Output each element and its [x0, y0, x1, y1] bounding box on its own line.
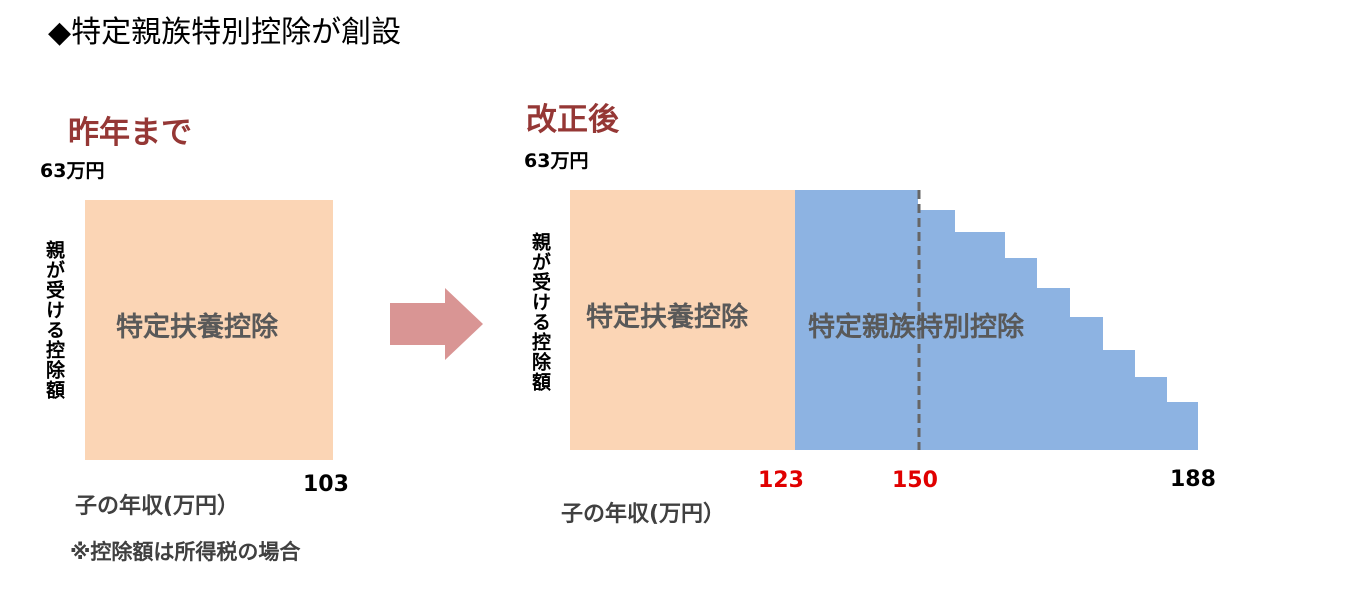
left-heading: 昨年まで: [68, 115, 192, 151]
x-axis-label: 子の年収(万円）: [561, 502, 726, 527]
x-end-label: 188: [1170, 467, 1216, 492]
box-label: 特定扶養控除: [586, 302, 748, 333]
left-deduction-box: [85, 200, 333, 460]
y-axis-label: 親が受ける控除額: [529, 232, 551, 392]
right-heading: 改正後: [526, 102, 619, 138]
box-label: 特定親族特別控除: [808, 312, 1024, 343]
x-end-label: 103: [303, 472, 349, 497]
y-max-label: 63万円: [40, 160, 105, 182]
special-relative-steps: [795, 190, 1198, 450]
right-deduction-box: [570, 190, 795, 450]
note: ※控除額は所得税の場合: [70, 540, 301, 564]
box-label: 特定扶養控除: [116, 312, 278, 343]
arrow: [390, 288, 483, 360]
y-axis-label: 親が受ける控除額: [43, 240, 65, 400]
x-axis-label: 子の年収(万円）: [75, 494, 240, 519]
title: ◆特定親族特別控除が創設: [48, 15, 402, 50]
x-threshold-label: 150: [892, 468, 938, 493]
y-max-label: 63万円: [524, 150, 589, 172]
x-threshold-label: 123: [758, 468, 804, 493]
